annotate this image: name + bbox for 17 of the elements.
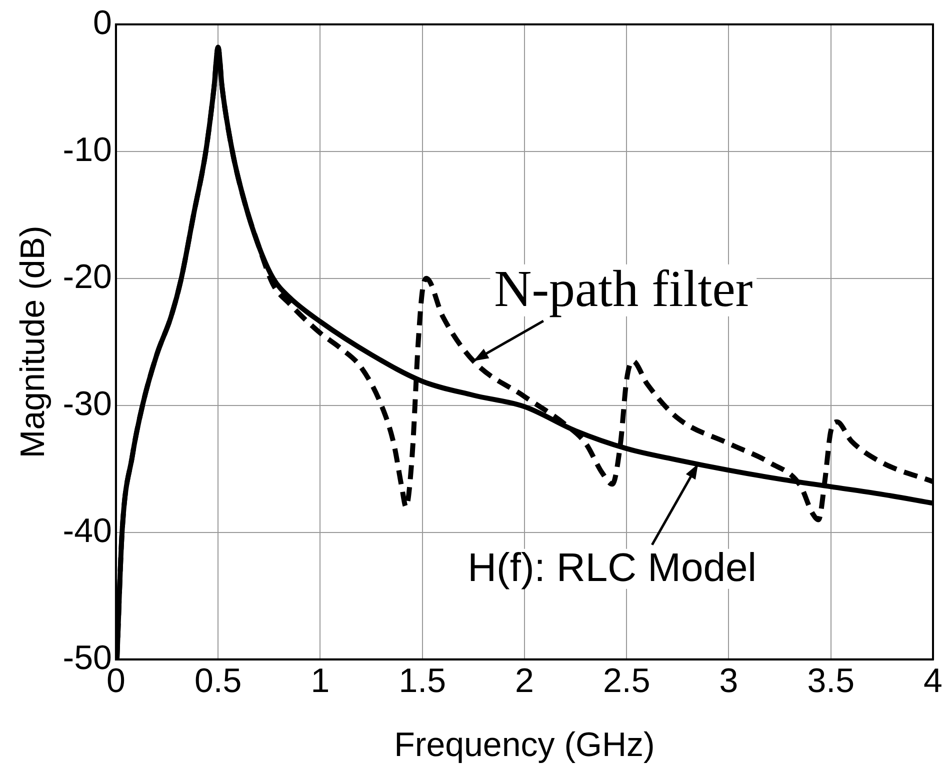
y-tick-label: -20 (62, 258, 112, 296)
x-tick-label: 3.5 (807, 662, 854, 700)
x-tick-label: 2.5 (602, 662, 650, 700)
x-tick-label: 4 (924, 662, 942, 700)
x-tick-label: 2 (515, 662, 534, 700)
x-axis-title: Frequency (GHz) (394, 726, 655, 764)
y-tick-label: 0 (93, 4, 112, 42)
y-axis-title: Magnitude (dB) (14, 226, 52, 458)
x-tick-label: 0.5 (194, 662, 242, 700)
y-tick-label: -30 (62, 384, 112, 423)
x-tick-label: 1.5 (398, 662, 446, 700)
x-tick-label: 3 (719, 662, 738, 700)
annotation: N-path filter (494, 260, 753, 318)
x-tick-label: 1 (310, 662, 330, 700)
y-tick-label: -10 (62, 130, 112, 169)
y-tick-label: -40 (62, 512, 112, 550)
annotation: H(f): RLC Model (468, 546, 757, 590)
